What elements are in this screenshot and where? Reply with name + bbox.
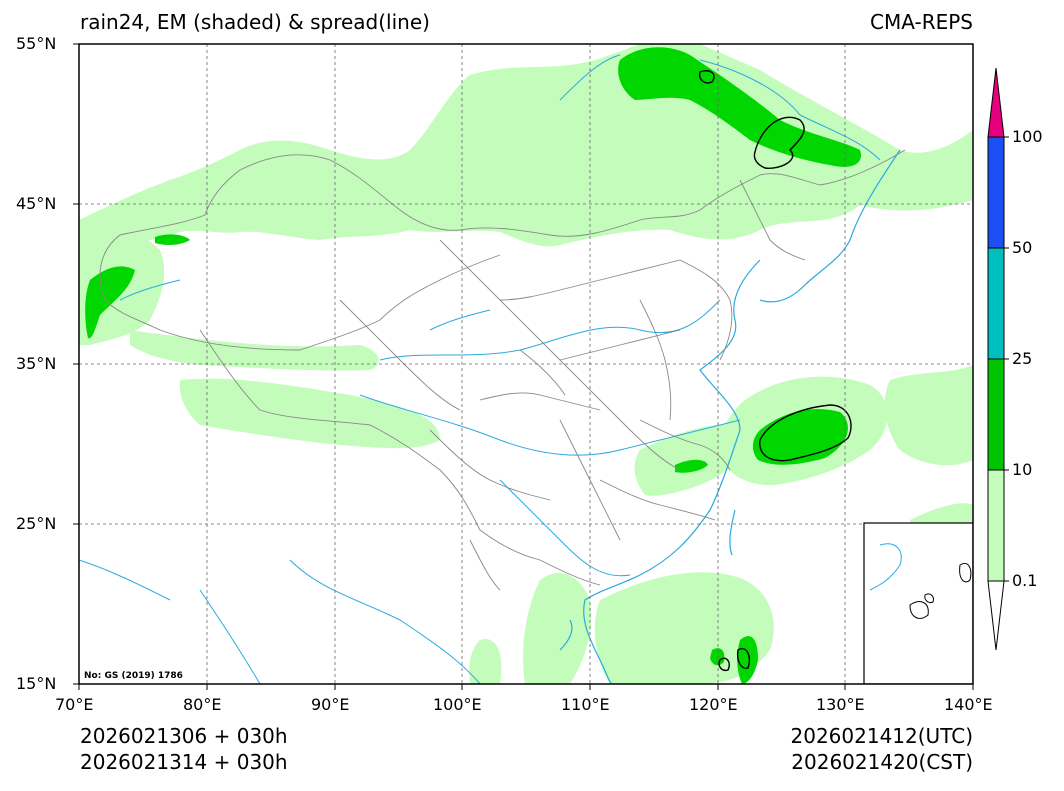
lon-tick-label: 70°E [55,695,94,714]
chart-title: rain24, EM (shaded) & spread(line) [80,10,430,34]
init-time-utc: 2026021306 + 030h [80,724,288,748]
colorbar-label: 0.1 [1012,571,1038,590]
lat-tick-label: 25°N [16,514,57,533]
admin-borders [99,149,906,591]
lat-tick-label: 45°N [16,194,57,213]
colorbar-label: 50 [1012,238,1033,257]
lon-tick-label: 90°E [311,695,350,714]
lon-tick-label: 120°E [689,695,738,714]
lat-tick-label: 35°N [16,354,57,373]
colorbar-label: 10 [1012,460,1033,479]
lon-tick-label: 110°E [561,695,610,714]
colorbar [987,67,1009,651]
lat-tick-label: 15°N [16,674,57,693]
colorbar-over-triangle [987,67,1005,138]
model-name: CMA-REPS [870,10,973,34]
spread-contours [698,70,852,672]
rivers [79,54,881,684]
lon-tick-label: 140°E [944,695,993,714]
init-time-cst: 2026021314 + 030h [80,750,288,774]
axis-ticks [73,43,974,690]
lon-tick-label: 80°E [183,695,222,714]
south-china-sea-inset [863,522,973,684]
colorbar-label: 100 [1012,127,1043,146]
colorbar-label: 25 [1012,349,1033,368]
approval-number: No: GS (2019) 1786 [84,671,183,681]
colorbar-band-green [987,358,1005,471]
colorbar-band-lightgreen [987,469,1005,582]
valid-time-utc: 2026021412(UTC) [790,724,974,748]
grid-lines [79,44,973,684]
colorbar-band-blue [987,136,1005,249]
lon-tick-label: 100°E [433,695,482,714]
map-area [79,44,973,684]
lat-tick-label: 55°N [16,34,57,53]
lon-tick-label: 130°E [816,695,865,714]
coastline [559,149,901,684]
colorbar-band-teal [987,247,1005,360]
valid-time-cst: 2026021420(CST) [791,750,973,774]
colorbar-under-triangle [987,580,1005,651]
